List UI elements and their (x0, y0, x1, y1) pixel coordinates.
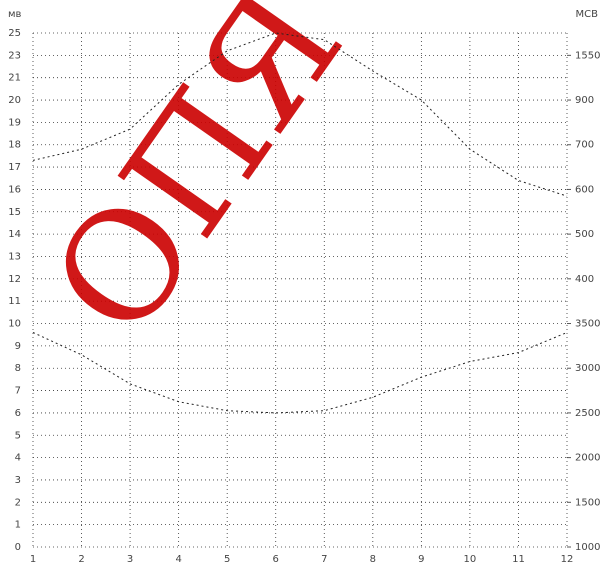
y-tick-label: 15 (8, 207, 21, 218)
x-tick-label: 5 (224, 554, 230, 565)
y-tick-label: 10 (8, 319, 21, 330)
y-tick-label: 5 (15, 430, 21, 441)
y-axis-title: мв (8, 9, 22, 20)
y2-tick-label: 1550 (575, 50, 600, 61)
x-tick-label: 3 (127, 554, 133, 565)
y2-tick-label: 3000 (575, 363, 600, 374)
y-tick-label: 13 (8, 251, 21, 262)
y2-tick-label: 2000 (575, 453, 600, 464)
y2-tick-label: 400 (575, 274, 594, 285)
y-tick-label: 20 (8, 95, 21, 106)
y-tick-label: 9 (15, 341, 21, 352)
y-tick-label: 17 (8, 162, 21, 173)
y-tick-label: 7 (15, 386, 21, 397)
y-tick-label: 6 (15, 408, 21, 419)
x-tick-label: 10 (464, 554, 477, 565)
x-tick-label: 8 (370, 554, 376, 565)
y2-tick-label: 900 (575, 95, 594, 106)
data-line (32, 32, 568, 197)
x-tick-label: 1 (30, 554, 36, 565)
y-tick-label: 3 (15, 475, 21, 486)
y-tick-label: 14 (8, 229, 21, 240)
y2-tick-label: 1500 (575, 497, 600, 508)
y-tick-label: 11 (8, 296, 21, 307)
data-line (32, 331, 568, 414)
x-tick-label: 12 (561, 554, 574, 565)
y2-tick-label: 600 (575, 184, 594, 195)
y-tick-label: 1 (15, 520, 21, 531)
y2-tick-label: 1000 (575, 542, 600, 553)
x-tick-label: 9 (418, 554, 424, 565)
x-tick-label: 7 (321, 554, 327, 565)
y-tick-label: 2 (15, 497, 21, 508)
y2-tick-label: 700 (575, 140, 594, 151)
y-tick-label: 21 (8, 73, 21, 84)
y-tick-label: 4 (15, 453, 21, 464)
y2-tick-label: 3500 (575, 319, 600, 330)
watermark: ОПЯ (19, 0, 377, 367)
y-tick-label: 25 (8, 28, 21, 39)
y-tick-label: 0 (15, 542, 21, 553)
y2-tick-label: 2500 (575, 408, 600, 419)
y2-tick-label: 500 (575, 229, 594, 240)
y-tick-label: 19 (8, 117, 21, 128)
x-tick-label: 4 (175, 554, 181, 565)
y-tick-label: 23 (8, 50, 21, 61)
y-tick-label: 8 (15, 363, 21, 374)
x-tick-label: 11 (512, 554, 525, 565)
x-tick-label: 2 (78, 554, 84, 565)
y-tick-label: 18 (8, 140, 21, 151)
y-tick-label: 12 (8, 274, 21, 285)
y-tick-label: 16 (8, 184, 21, 195)
x-tick-label: 6 (273, 554, 279, 565)
y2-axis-title: МСВ (576, 9, 599, 20)
